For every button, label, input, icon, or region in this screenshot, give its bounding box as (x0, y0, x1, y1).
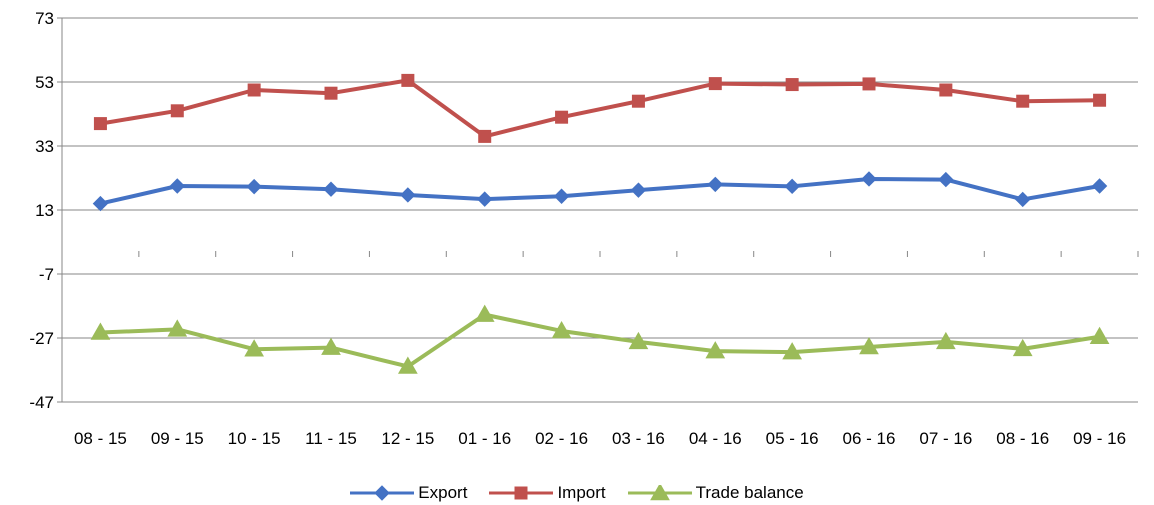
series-trade-balance (90, 304, 1110, 374)
export-point (707, 176, 723, 193)
x-tick-label: 07 - 16 (919, 429, 972, 448)
import-point (939, 83, 953, 97)
x-tick-label: 12 - 15 (381, 429, 434, 448)
import-point (324, 86, 338, 100)
import-point (631, 94, 645, 108)
axes (57, 17, 1139, 403)
trade-balance-point (551, 320, 572, 339)
x-tick-label: 02 - 16 (535, 429, 588, 448)
import-point (1093, 93, 1107, 107)
export-point (477, 191, 493, 207)
x-tick-label: 11 - 15 (305, 429, 357, 448)
x-tick-label: 05 - 16 (766, 429, 819, 448)
legend: Export Import Trade balance (0, 480, 1154, 505)
import-point (93, 117, 107, 131)
export-point (246, 178, 262, 195)
import-point (785, 78, 799, 92)
trade-balance-point (244, 339, 265, 357)
export-point (169, 178, 185, 194)
trade-balance-point (167, 319, 188, 337)
legend-swatch (489, 486, 554, 500)
legend-item: Import (489, 483, 606, 503)
y-tick-labels: 73 53 33 13 -7 -27 -47 (29, 9, 54, 412)
trade-balance-point (705, 341, 726, 359)
legend-label: Import (557, 483, 606, 502)
trade-balance-point (628, 331, 649, 350)
x-tick-label: 04 - 16 (689, 429, 742, 448)
trade-balance-point (782, 342, 803, 360)
x-tick-labels: 08 - 15 09 - 15 10 - 15 11 - 15 12 - 15 01 - … (74, 429, 1126, 448)
trade-balance-point (397, 356, 418, 374)
legend-swatch (627, 485, 692, 501)
legend-label: Export (418, 483, 468, 502)
x-tick-label: 09 - 15 (151, 429, 204, 448)
x-tick-label: 01 - 16 (458, 429, 511, 448)
legend-swatch (350, 485, 415, 501)
x-tick-label: 06 - 16 (843, 429, 896, 448)
import-point (708, 77, 722, 91)
export-point (323, 181, 339, 197)
y-tick-label: 73 (35, 9, 54, 28)
import-point (555, 110, 569, 124)
trade-balance-point (90, 322, 111, 340)
legend-item: Trade balance (627, 483, 804, 503)
y-tick-label: -27 (29, 329, 54, 348)
y-tick-label: -47 (29, 393, 54, 412)
trade-balance-point (1089, 326, 1110, 344)
y-tick-label: 13 (35, 201, 54, 220)
x-tick-label: 08 - 16 (996, 429, 1049, 448)
import-point (401, 73, 415, 87)
x-tick-label: 10 - 15 (228, 429, 281, 448)
x-tick-label: 03 - 16 (612, 429, 665, 448)
series-import (93, 73, 1107, 143)
trade-balance-point (649, 485, 670, 501)
series-line (99, 176, 1100, 206)
export-point (400, 187, 416, 203)
series-line (100, 78, 1100, 139)
import-point (247, 83, 261, 97)
export-point (861, 171, 877, 187)
export-point (938, 171, 954, 188)
export-point (784, 178, 800, 195)
export-point (374, 485, 391, 501)
import-point (478, 129, 492, 143)
import-point (514, 486, 528, 500)
export-point (553, 188, 570, 204)
export-point (1015, 191, 1031, 208)
x-tick-label: 09 - 16 (1073, 429, 1126, 448)
x-tick-label: 08 - 15 (74, 429, 127, 448)
line-chart: 73 53 33 13 -7 -27 -47 08 - 15 09 - 15 10 - 15 11… (29, 9, 1139, 448)
series-export (92, 171, 1108, 212)
y-tick-label: 53 (35, 73, 54, 92)
trade-balance-point (474, 304, 495, 322)
trade-balance-point (1012, 338, 1033, 357)
import-point (170, 104, 184, 118)
series-line (100, 312, 1100, 369)
trade-balance-point (321, 337, 341, 355)
y-tick-label: 33 (35, 137, 54, 156)
legend-label: Trade balance (695, 483, 804, 502)
trade-balance-point (935, 331, 956, 350)
trade-balance-point (859, 336, 879, 355)
legend-item: Export (350, 483, 467, 503)
series-lines (90, 73, 1110, 374)
import-point (862, 77, 876, 91)
export-point (1091, 178, 1108, 194)
export-point (92, 195, 109, 212)
import-point (1016, 94, 1030, 108)
y-tick-label: -7 (39, 265, 54, 284)
export-point (630, 182, 647, 198)
